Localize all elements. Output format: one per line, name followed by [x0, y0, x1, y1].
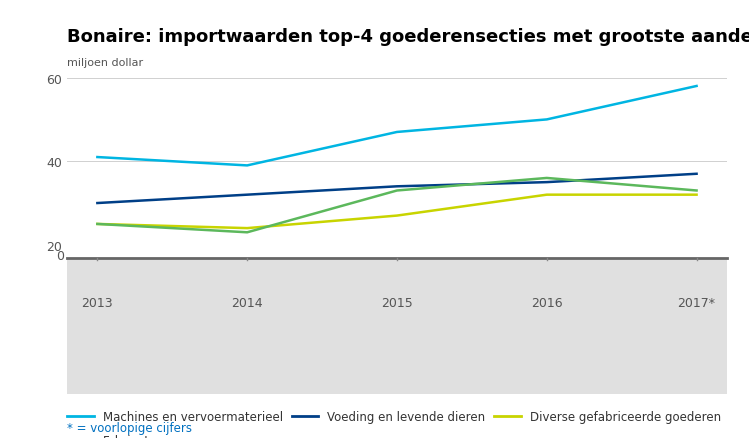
Text: 0: 0: [55, 250, 64, 263]
Text: 2017*: 2017*: [678, 297, 715, 309]
Text: miljoen dollar: miljoen dollar: [67, 58, 144, 68]
Text: 2015: 2015: [381, 297, 413, 309]
Text: Fabricaten: Fabricaten: [103, 434, 164, 438]
Text: 2016: 2016: [531, 297, 562, 309]
Text: 2013: 2013: [82, 297, 113, 309]
Text: * = voorlopige cijfers: * = voorlopige cijfers: [67, 420, 192, 434]
Text: Voeding en levende dieren: Voeding en levende dieren: [327, 410, 485, 423]
Text: Machines en vervoermaterieel: Machines en vervoermaterieel: [103, 410, 282, 423]
Text: Bonaire: importwaarden top-4 goederensecties met grootste aandeel in 2017: Bonaire: importwaarden top-4 goederensec…: [67, 28, 749, 46]
Text: Diverse gefabriceerde goederen: Diverse gefabriceerde goederen: [530, 410, 721, 423]
Text: 2014: 2014: [231, 297, 263, 309]
